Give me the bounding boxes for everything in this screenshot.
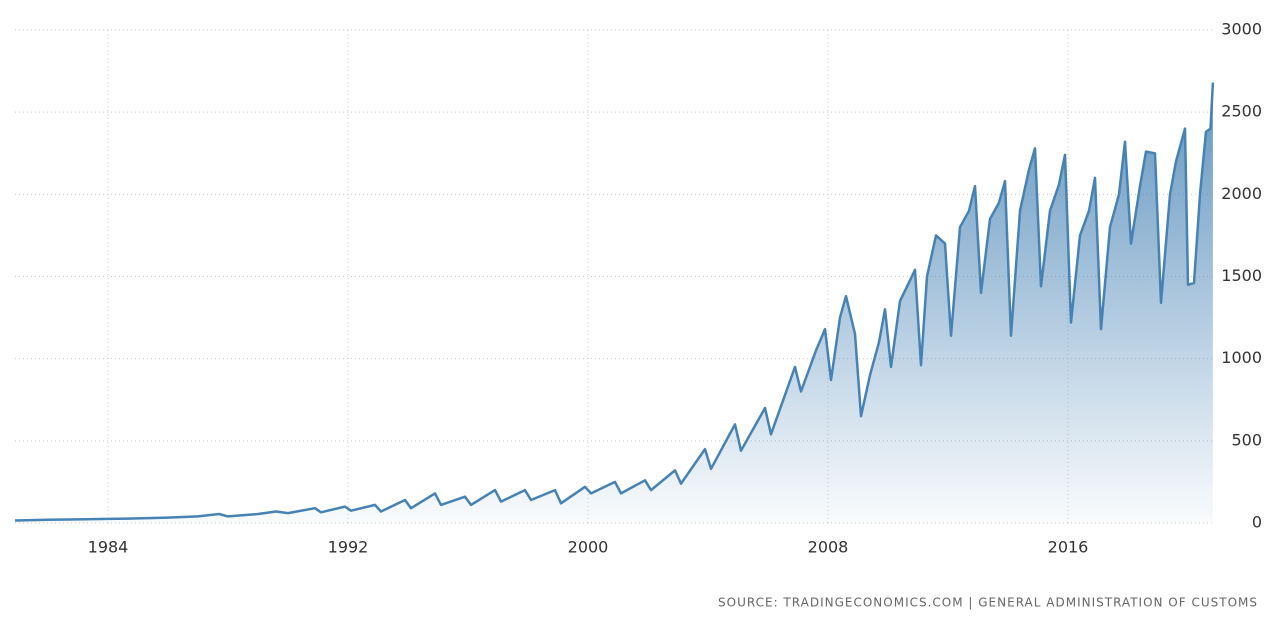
x-tick-label: 2000	[568, 538, 609, 557]
x-tick-label: 1992	[328, 538, 369, 557]
y-tick-label: 500	[1231, 430, 1262, 449]
data-line	[14, 82, 1215, 522]
source-note: SOURCE: TRADINGECONOMICS.COM | GENERAL A…	[718, 596, 1258, 610]
y-tick-label: 0	[1252, 513, 1262, 532]
y-tick-label: 1000	[1221, 348, 1262, 367]
area-fill	[15, 82, 1213, 523]
y-tick-label: 3000	[1221, 20, 1262, 39]
x-tick-label: 2016	[1048, 538, 1089, 557]
y-tick-label: 1500	[1221, 266, 1262, 285]
x-tick-label: 1984	[88, 538, 129, 557]
y-tick-label: 2000	[1221, 184, 1262, 203]
y-tick-label: 2500	[1221, 102, 1262, 121]
x-tick-label: 2008	[808, 538, 849, 557]
